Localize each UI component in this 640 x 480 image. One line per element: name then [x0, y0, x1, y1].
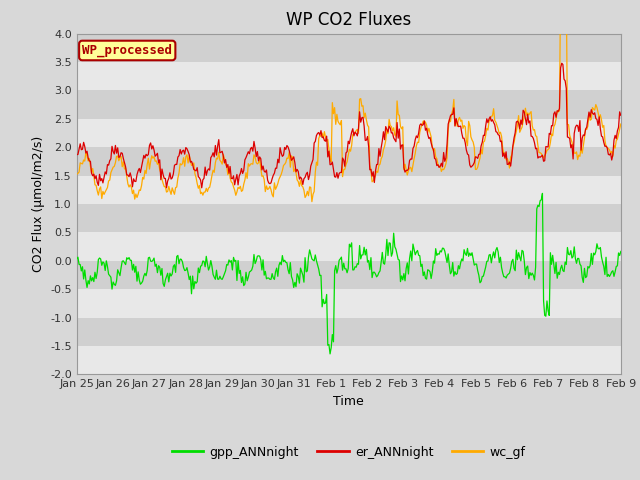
- Text: WP_processed: WP_processed: [82, 44, 172, 57]
- Bar: [77, 318, 621, 346]
- Bar: [77, 34, 621, 62]
- er_ANNnight: [569, 156, 577, 162]
- wc_gf: [617, 121, 625, 127]
- Line: gpp_ANNnight: gpp_ANNnight: [77, 193, 621, 354]
- er_ANNnight: [558, 60, 566, 66]
- Bar: [77, 289, 621, 318]
- Bar: [77, 62, 621, 90]
- gpp_ANNnight: [73, 256, 81, 262]
- Bar: [77, 119, 621, 147]
- Bar: [77, 261, 621, 289]
- Bar: [77, 176, 621, 204]
- Legend: gpp_ANNnight, er_ANNnight, wc_gf: gpp_ANNnight, er_ANNnight, wc_gf: [167, 441, 531, 464]
- gpp_ANNnight: [378, 250, 386, 255]
- wc_gf: [474, 164, 481, 170]
- wc_gf: [378, 154, 386, 159]
- Title: WP CO2 Fluxes: WP CO2 Fluxes: [286, 11, 412, 29]
- gpp_ANNnight: [539, 191, 547, 196]
- Y-axis label: CO2 Flux (μmol/m2/s): CO2 Flux (μmol/m2/s): [31, 136, 45, 272]
- Bar: [77, 346, 621, 374]
- er_ANNnight: [243, 152, 251, 157]
- gpp_ANNnight: [474, 268, 481, 274]
- wc_gf: [302, 192, 310, 198]
- er_ANNnight: [73, 152, 81, 157]
- wc_gf: [569, 144, 577, 150]
- wc_gf: [73, 171, 81, 177]
- X-axis label: Time: Time: [333, 395, 364, 408]
- Bar: [77, 90, 621, 119]
- er_ANNnight: [474, 156, 481, 161]
- wc_gf: [242, 170, 250, 176]
- Line: wc_gf: wc_gf: [77, 0, 621, 202]
- wc_gf: [308, 199, 316, 204]
- Line: er_ANNnight: er_ANNnight: [77, 63, 621, 188]
- gpp_ANNnight: [569, 254, 577, 260]
- wc_gf: [404, 168, 412, 174]
- gpp_ANNnight: [326, 351, 334, 357]
- er_ANNnight: [378, 138, 386, 144]
- Bar: [77, 232, 621, 261]
- gpp_ANNnight: [617, 249, 625, 254]
- er_ANNnight: [198, 185, 205, 191]
- Bar: [77, 147, 621, 176]
- gpp_ANNnight: [302, 269, 310, 275]
- er_ANNnight: [303, 169, 311, 175]
- gpp_ANNnight: [404, 271, 412, 277]
- gpp_ANNnight: [242, 269, 250, 275]
- Bar: [77, 204, 621, 232]
- er_ANNnight: [617, 112, 625, 118]
- er_ANNnight: [404, 166, 412, 172]
